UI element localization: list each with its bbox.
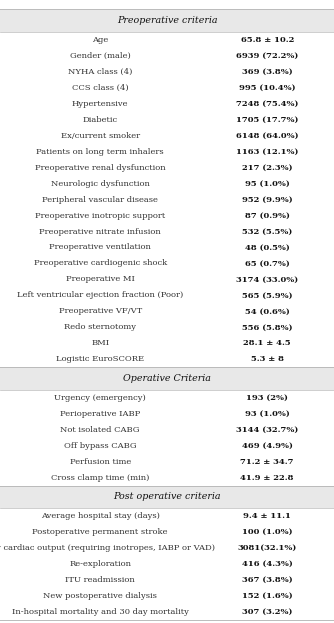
Bar (0, 9, 334, 32)
Text: Post operative criteria: Post operative criteria (113, 492, 221, 502)
Text: Perfusion time: Perfusion time (69, 458, 131, 465)
Text: 556 (5.8%): 556 (5.8%) (242, 323, 293, 331)
Text: 307 (3.2%): 307 (3.2%) (242, 608, 292, 616)
Text: 48 (0.5%): 48 (0.5%) (245, 244, 290, 252)
Text: 100 (1.0%): 100 (1.0%) (242, 528, 293, 536)
Text: NYHA class (4): NYHA class (4) (68, 68, 132, 75)
Text: 995 (10.4%): 995 (10.4%) (239, 83, 296, 92)
Text: 6148 (64.0%): 6148 (64.0%) (236, 131, 299, 140)
Text: 532 (5.5%): 532 (5.5%) (242, 227, 292, 235)
Text: In-hospital mortality and 30 day mortality: In-hospital mortality and 30 day mortali… (12, 608, 189, 616)
Text: 71.2 ± 34.7: 71.2 ± 34.7 (240, 458, 294, 465)
Text: 54 (0.6%): 54 (0.6%) (245, 307, 290, 315)
Text: 3144 (32.7%): 3144 (32.7%) (236, 426, 298, 434)
Text: Diabetic: Diabetic (82, 116, 118, 123)
Text: CCS class (4): CCS class (4) (72, 83, 129, 92)
Text: Left ventricular ejection fraction (Poor): Left ventricular ejection fraction (Poor… (17, 292, 183, 300)
Text: 152 (1.6%): 152 (1.6%) (242, 592, 293, 600)
Text: 65.8 ± 10.2: 65.8 ± 10.2 (240, 36, 294, 44)
Text: Preoperative VF/VT: Preoperative VF/VT (58, 307, 142, 315)
Text: 369 (3.8%): 369 (3.8%) (242, 68, 293, 75)
Text: 217 (2.3%): 217 (2.3%) (242, 164, 293, 171)
Text: Operative Criteria: Operative Criteria (123, 374, 211, 383)
Text: 5.3 ± 8: 5.3 ± 8 (251, 355, 284, 363)
Text: 9.4 ± 11.1: 9.4 ± 11.1 (243, 512, 291, 520)
Bar (0, 486, 334, 508)
Text: 952 (9.9%): 952 (9.9%) (242, 196, 293, 204)
Text: 1163 (12.1%): 1163 (12.1%) (236, 148, 298, 156)
Text: Cross clamp time (min): Cross clamp time (min) (51, 473, 149, 482)
Text: 3174 (33.0%): 3174 (33.0%) (236, 275, 298, 283)
Text: 6939 (72.2%): 6939 (72.2%) (236, 52, 298, 60)
Text: Re-exploration: Re-exploration (69, 560, 131, 568)
Text: Preoperative criteria: Preoperative criteria (117, 16, 217, 25)
Text: Preoperative renal dysfunction: Preoperative renal dysfunction (35, 164, 166, 171)
Text: Off bypass CABG: Off bypass CABG (64, 442, 137, 450)
Text: low cardiac output (requiring inotropes, IABP or VAD): low cardiac output (requiring inotropes,… (0, 544, 215, 552)
Text: 65 (0.7%): 65 (0.7%) (245, 259, 290, 267)
Text: Average hospital stay (days): Average hospital stay (days) (41, 512, 160, 520)
Text: 93 (1.0%): 93 (1.0%) (245, 410, 290, 417)
Text: 95 (1.0%): 95 (1.0%) (245, 179, 290, 188)
Text: 3081(32.1%): 3081(32.1%) (237, 544, 297, 552)
Text: 565 (5.9%): 565 (5.9%) (242, 292, 293, 300)
Text: Postoperative permanent stroke: Postoperative permanent stroke (32, 528, 168, 536)
Text: Ex/current smoker: Ex/current smoker (61, 131, 140, 140)
Text: BMI: BMI (91, 340, 109, 348)
Text: Preoperative nitrate infusion: Preoperative nitrate infusion (39, 227, 161, 235)
Text: 41.9 ± 22.8: 41.9 ± 22.8 (240, 473, 294, 482)
Text: Hypertensive: Hypertensive (72, 100, 129, 108)
Text: 367 (3.8%): 367 (3.8%) (242, 576, 293, 584)
Text: Peripheral vascular disease: Peripheral vascular disease (42, 196, 158, 204)
Text: 416 (4.3%): 416 (4.3%) (242, 560, 293, 568)
Text: ITU readmission: ITU readmission (65, 576, 135, 584)
Text: Perioperative IABP: Perioperative IABP (60, 410, 140, 417)
Text: Patients on long term inhalers: Patients on long term inhalers (36, 148, 164, 156)
Text: Preoperative ventilation: Preoperative ventilation (49, 244, 151, 252)
Text: Urgency (emergency): Urgency (emergency) (54, 394, 146, 402)
Text: Preoperative cardiogenic shock: Preoperative cardiogenic shock (34, 259, 167, 267)
Text: 1705 (17.7%): 1705 (17.7%) (236, 116, 298, 123)
Text: Neurologic dysfunction: Neurologic dysfunction (51, 179, 150, 188)
Text: 87 (0.9%): 87 (0.9%) (245, 212, 290, 219)
Text: Gender (male): Gender (male) (70, 52, 131, 60)
Text: Logistic EuroSCORE: Logistic EuroSCORE (56, 355, 144, 363)
Text: 28.1 ± 4.5: 28.1 ± 4.5 (243, 340, 291, 348)
Text: Redo sternotomy: Redo sternotomy (64, 323, 136, 331)
Text: Age: Age (92, 36, 108, 44)
Text: 7248 (75.4%): 7248 (75.4%) (236, 100, 298, 108)
Bar (0, 368, 334, 390)
Text: Preoperative inotropic support: Preoperative inotropic support (35, 212, 165, 219)
Text: 193 (2%): 193 (2%) (246, 394, 288, 402)
Text: New postoperative dialysis: New postoperative dialysis (43, 592, 157, 600)
Text: 469 (4.9%): 469 (4.9%) (242, 442, 293, 450)
Text: Preoperative MI: Preoperative MI (66, 275, 135, 283)
Text: Not isolated CABG: Not isolated CABG (60, 426, 140, 434)
